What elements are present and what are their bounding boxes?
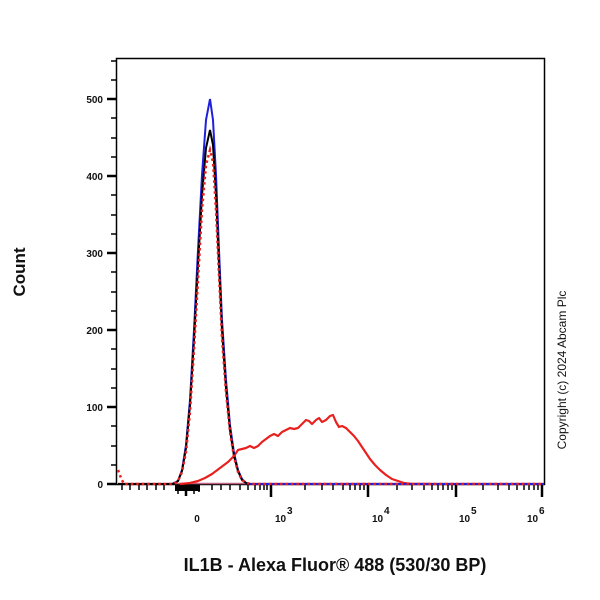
svg-text:10: 10: [459, 514, 471, 525]
x-tick-labels: 0 10 3 10 4 10 5 10 6: [194, 506, 545, 525]
svg-text:10: 10: [527, 514, 539, 525]
svg-text:3: 3: [287, 506, 293, 517]
x-tick-1e5: 10 5: [459, 506, 477, 525]
series-il1b-stained: [179, 413, 430, 486]
y-tick-200: 200: [86, 326, 103, 337]
y-tick-100: 100: [86, 403, 103, 414]
svg-text:5: 5: [471, 506, 477, 517]
x-axis-title: IL1B - Alexa Fluor® 488 (530/30 BP): [184, 555, 487, 575]
svg-text:6: 6: [539, 506, 545, 517]
svg-text:10: 10: [275, 514, 287, 525]
x-tick-0: 0: [194, 514, 200, 525]
y-tick-labels: 0 100 200 300 400 500: [86, 95, 103, 491]
svg-text:10: 10: [372, 514, 384, 525]
y-tick-500: 500: [86, 95, 103, 106]
series-control-black: [118, 129, 251, 485]
series-control-blue: [118, 98, 544, 485]
plot-frame: [115, 57, 546, 486]
x-tick-1e4: 10 4: [372, 506, 390, 525]
y-tick-300: 300: [86, 249, 103, 260]
svg-text:4: 4: [384, 506, 390, 517]
x-tick-1e3: 10 3: [275, 506, 293, 525]
x-axis: [121, 485, 544, 497]
y-axis-title: Count: [10, 247, 29, 296]
y-tick-0: 0: [97, 480, 103, 491]
copyright-annotation: Copyright (c) 2024 Abcam Plc: [555, 291, 569, 450]
series-control-red-dotted: [116, 145, 544, 486]
x-tick-1e6: 10 6: [527, 506, 545, 525]
y-tick-400: 400: [86, 172, 103, 183]
y-axis: [107, 60, 116, 486]
